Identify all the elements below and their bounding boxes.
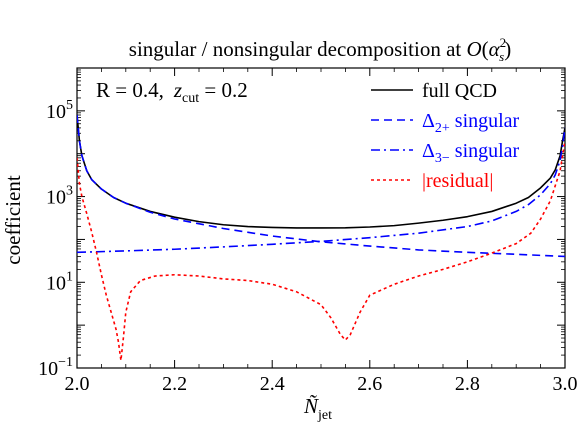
y-tick-label: 101 — [46, 269, 73, 294]
legend: full QCD Δ2+ singular Δ3− singular |resi… — [371, 80, 520, 192]
y-tick-label: 103 — [46, 184, 73, 209]
x-tick-label: 2.8 — [455, 373, 480, 395]
x-tick-label: 3.0 — [553, 373, 578, 395]
series-layer — [77, 114, 565, 362]
y-axis-label: coefficient — [1, 175, 25, 265]
legend-label-residual: |residual| — [422, 170, 493, 192]
series-delta3-singular — [77, 127, 565, 254]
series-delta2-singular — [77, 114, 565, 258]
x-tick-label: 2.4 — [260, 373, 285, 395]
annotation: R = 0.4, zcut = 0.2 — [96, 78, 248, 106]
x-tick-label: 2.2 — [162, 373, 187, 395]
x-tick-label: 2.6 — [357, 373, 382, 395]
legend-label-delta3: Δ3− singular — [422, 140, 520, 166]
tick-labels: 2.0 2.2 2.4 2.6 2.8 3.0 10−1 101 103 105 — [38, 98, 577, 395]
x-axis-label: Ñjet — [303, 394, 332, 423]
x-tick-label: 2.0 — [65, 373, 90, 395]
y-tick-label: 105 — [46, 98, 73, 123]
series-residual — [77, 140, 565, 362]
legend-label-delta2: Δ2+ singular — [422, 110, 520, 136]
legend-label-full-qcd: full QCD — [422, 80, 497, 102]
y-tick-label: 10−1 — [38, 355, 73, 380]
chart-title: singular / nonsingular decomposition at … — [129, 35, 511, 64]
